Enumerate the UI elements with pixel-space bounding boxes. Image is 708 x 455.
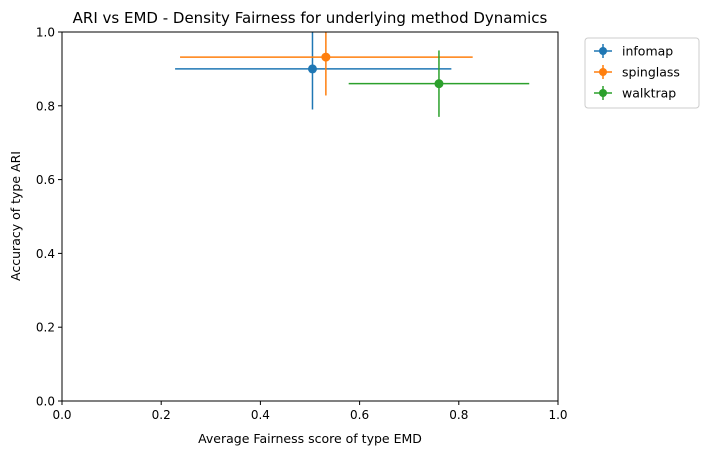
- y-tick-label: 0.4: [36, 247, 55, 261]
- series-infomap: [175, 32, 452, 110]
- legend-box: [584, 37, 700, 109]
- data-point: [307, 64, 317, 74]
- legend-label: infomap: [622, 44, 673, 59]
- legend-marker: [599, 89, 607, 97]
- x-tick-label: 1.0: [548, 408, 567, 422]
- y-tick-label: 0.2: [36, 321, 55, 335]
- x-tick-label: 0.0: [52, 408, 71, 422]
- data-marks: [175, 32, 530, 117]
- x-tick-label: 0.4: [251, 408, 270, 422]
- legend: infomap spinglass walktrap: [584, 37, 700, 109]
- data-point: [321, 52, 331, 62]
- series-spinglass: [180, 32, 473, 96]
- y-axis: 0.0 0.2 0.4 0.6 0.8 1.0: [36, 26, 62, 409]
- legend-item: infomap: [594, 44, 673, 59]
- legend-marker: [599, 68, 607, 76]
- x-tick-label: 0.2: [152, 408, 171, 422]
- y-tick-label: 0.8: [36, 99, 55, 113]
- x-tick-label: 0.8: [449, 408, 468, 422]
- chart-title: ARI vs EMD - Density Fairness for underl…: [73, 9, 548, 27]
- x-tick-label: 0.6: [350, 408, 369, 422]
- x-axis: 0.0 0.2 0.4 0.6 0.8 1.0: [52, 401, 568, 422]
- legend-item: walktrap: [594, 86, 676, 101]
- legend-label: walktrap: [622, 86, 676, 101]
- legend-item: spinglass: [594, 65, 680, 80]
- y-tick-label: 1.0: [36, 26, 55, 40]
- series-walktrap: [348, 50, 530, 117]
- y-tick-label: 0.0: [36, 395, 55, 409]
- data-point: [434, 79, 444, 89]
- legend-label: spinglass: [622, 65, 680, 80]
- plot-frame: [61, 31, 559, 402]
- legend-marker: [599, 47, 607, 55]
- y-axis-label: Accuracy of type ARI: [8, 151, 23, 281]
- y-tick-label: 0.6: [36, 173, 55, 187]
- x-axis-label: Average Fairness score of type EMD: [198, 431, 422, 446]
